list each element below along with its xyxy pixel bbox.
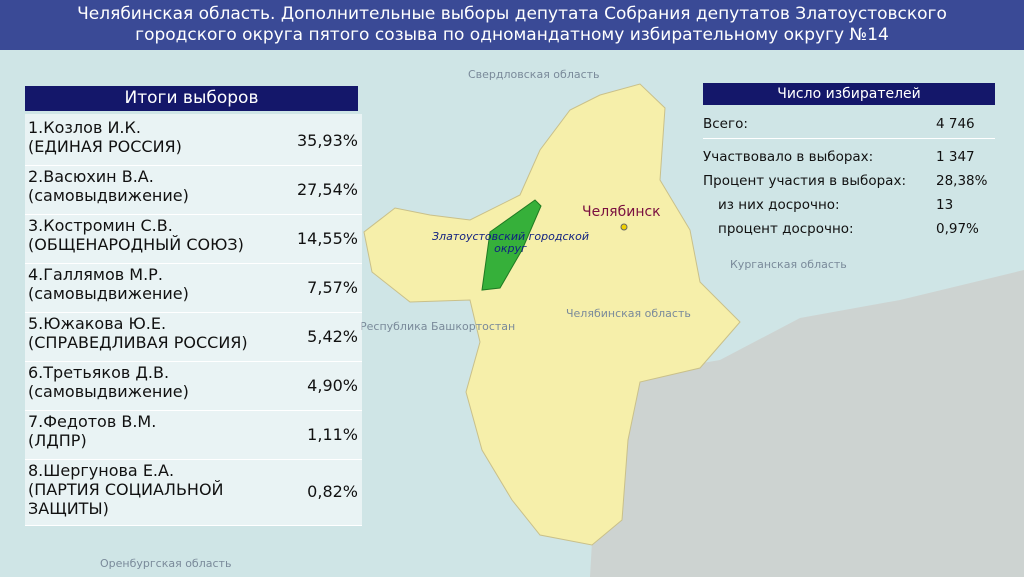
percent: 1,11% (307, 424, 358, 444)
map-label: Челябинская область (566, 307, 691, 320)
candidate-line: 2.Васюхин В.А. (28, 167, 154, 186)
map-label: Свердловская область (468, 68, 600, 81)
district-label: Златоустовский городской округ (431, 230, 590, 255)
candidate-line: (самовыдвижение) (28, 382, 189, 401)
voter-value: 0,97% (936, 221, 979, 237)
result-row: 3.Костромин С.В. (ОБЩЕНАРОДНЫЙ СОЮЗ) 14,55… (25, 214, 362, 264)
results-title: Итоги выборов (25, 86, 358, 111)
candidate-line: 4.Галлямов М.Р. (28, 265, 163, 284)
candidate-line: 7.Федотов В.М. (28, 412, 157, 431)
candidate-line: 5.Южакова Ю.Е. (28, 314, 167, 333)
candidate-line: ЗАЩИТЫ) (28, 499, 109, 518)
percent: 35,93% (296, 130, 358, 150)
candidate-line: (ОБЩЕНАРОДНЫЙ СОЮЗ) (28, 235, 244, 254)
candidate: 6.Третьяков Д.В. (самовыдвижение) (28, 363, 189, 401)
voter-label: процент досрочно: (718, 221, 854, 237)
city-label: Челябинск (582, 204, 661, 220)
candidate: 1.Козлов И.К. (ЕДИНАЯ РОССИЯ) (28, 118, 182, 156)
candidate: 8.Шергунова Е.А. (ПАРТИЯ СОЦИАЛЬНОЙ ЗАЩИТЫ… (28, 461, 224, 518)
voter-value: 13 (936, 197, 954, 213)
voters-panel: Всего: 4 746 Участвовало в выборах: 1 347 Пр… (700, 108, 1000, 243)
result-row: 5.Южакова Ю.Е. (СПРАВЕДЛИВАЯ РОССИЯ) 5,42% (25, 312, 362, 362)
candidate-line: (самовыдвижение) (28, 186, 189, 205)
result-row: 7.Федотов В.М. (ЛДПР) 1,11% (25, 410, 362, 460)
header: Челябинская область. Дополнительные выбо… (0, 0, 1024, 50)
result-row: 8.Шергунова Е.А. (ПАРТИЯ СОЦИАЛЬНОЙ ЗАЩИТЫ… (25, 459, 362, 526)
voter-label: из них досрочно: (718, 197, 840, 213)
zlatoust-district (481, 199, 542, 291)
title: Челябинская область. Дополнительные выбо… (77, 4, 947, 45)
candidate: 7.Федотов В.М. (ЛДПР) (28, 412, 156, 450)
candidate-line: 6.Третьяков Д.В. (28, 363, 170, 382)
percent: 7,57% (307, 277, 358, 297)
result-row: 1.Козлов И.К. (ЕДИНАЯ РОССИЯ) 35,93% (25, 116, 362, 166)
candidate-line: (ЕДИНАЯ РОССИЯ) (28, 137, 182, 156)
map-label: Оренбургская область (100, 557, 232, 570)
voter-label: Всего: (703, 116, 748, 132)
candidate: 3.Костромин С.В. (ОБЩЕНАРОДНЫЙ СОЮЗ) (28, 216, 244, 254)
voter-value: 4 746 (936, 116, 975, 132)
map-label: Республика Башкортостан (360, 320, 516, 333)
percent: 14,55% (296, 228, 358, 248)
candidate-line: 1.Козлов И.К. (28, 118, 141, 137)
candidate-line: (СПРАВЕДЛИВАЯ РОССИЯ) (28, 333, 248, 352)
candidate-line: (ПАРТИЯ СОЦИАЛЬНОЙ (28, 480, 224, 499)
map-label: Курганская область (730, 258, 847, 271)
candidate: 4.Галлямов М.Р. (самовыдвижение) (28, 265, 189, 303)
voter-value: 1 347 (936, 149, 975, 165)
chelyabinsk-region (363, 83, 741, 546)
candidate-line: (самовыдвижение) (28, 284, 189, 303)
city-marker (620, 223, 628, 231)
percent: 4,90% (307, 375, 358, 395)
result-row: 6.Третьяков Д.В. (самовыдвижение) 4,90% (25, 361, 362, 411)
separator (703, 138, 995, 139)
candidate: 5.Южакова Ю.Е. (СПРАВЕДЛИВАЯ РОССИЯ) (28, 314, 248, 352)
result-row: 4.Галлямов М.Р. (самовыдвижение) 7,57% (25, 263, 362, 313)
voters-title: Число избирателей (703, 83, 995, 105)
results-panel: 1.Козлов И.К. (ЕДИНАЯ РОССИЯ) 35,93% 2.Васю… (25, 114, 362, 526)
result-row: 2.Васюхин В.А. (самовыдвижение) 27,54% (25, 165, 362, 215)
voter-label: Процент участия в выборах: (703, 173, 906, 189)
candidate: 2.Васюхин В.А. (самовыдвижение) (28, 167, 189, 205)
candidate-line: 3.Костромин С.В. (28, 216, 173, 235)
percent: 0,82% (307, 482, 358, 501)
percent: 27,54% (296, 179, 358, 199)
voter-label: Участвовало в выборах: (703, 149, 874, 165)
kazakhstan-area (590, 270, 1024, 577)
voter-value: 28,38% (936, 173, 988, 189)
candidate-line: (ЛДПР) (28, 431, 87, 450)
percent: 5,42% (307, 326, 358, 346)
candidate-line: 8.Шергунова Е.А. (28, 461, 175, 480)
